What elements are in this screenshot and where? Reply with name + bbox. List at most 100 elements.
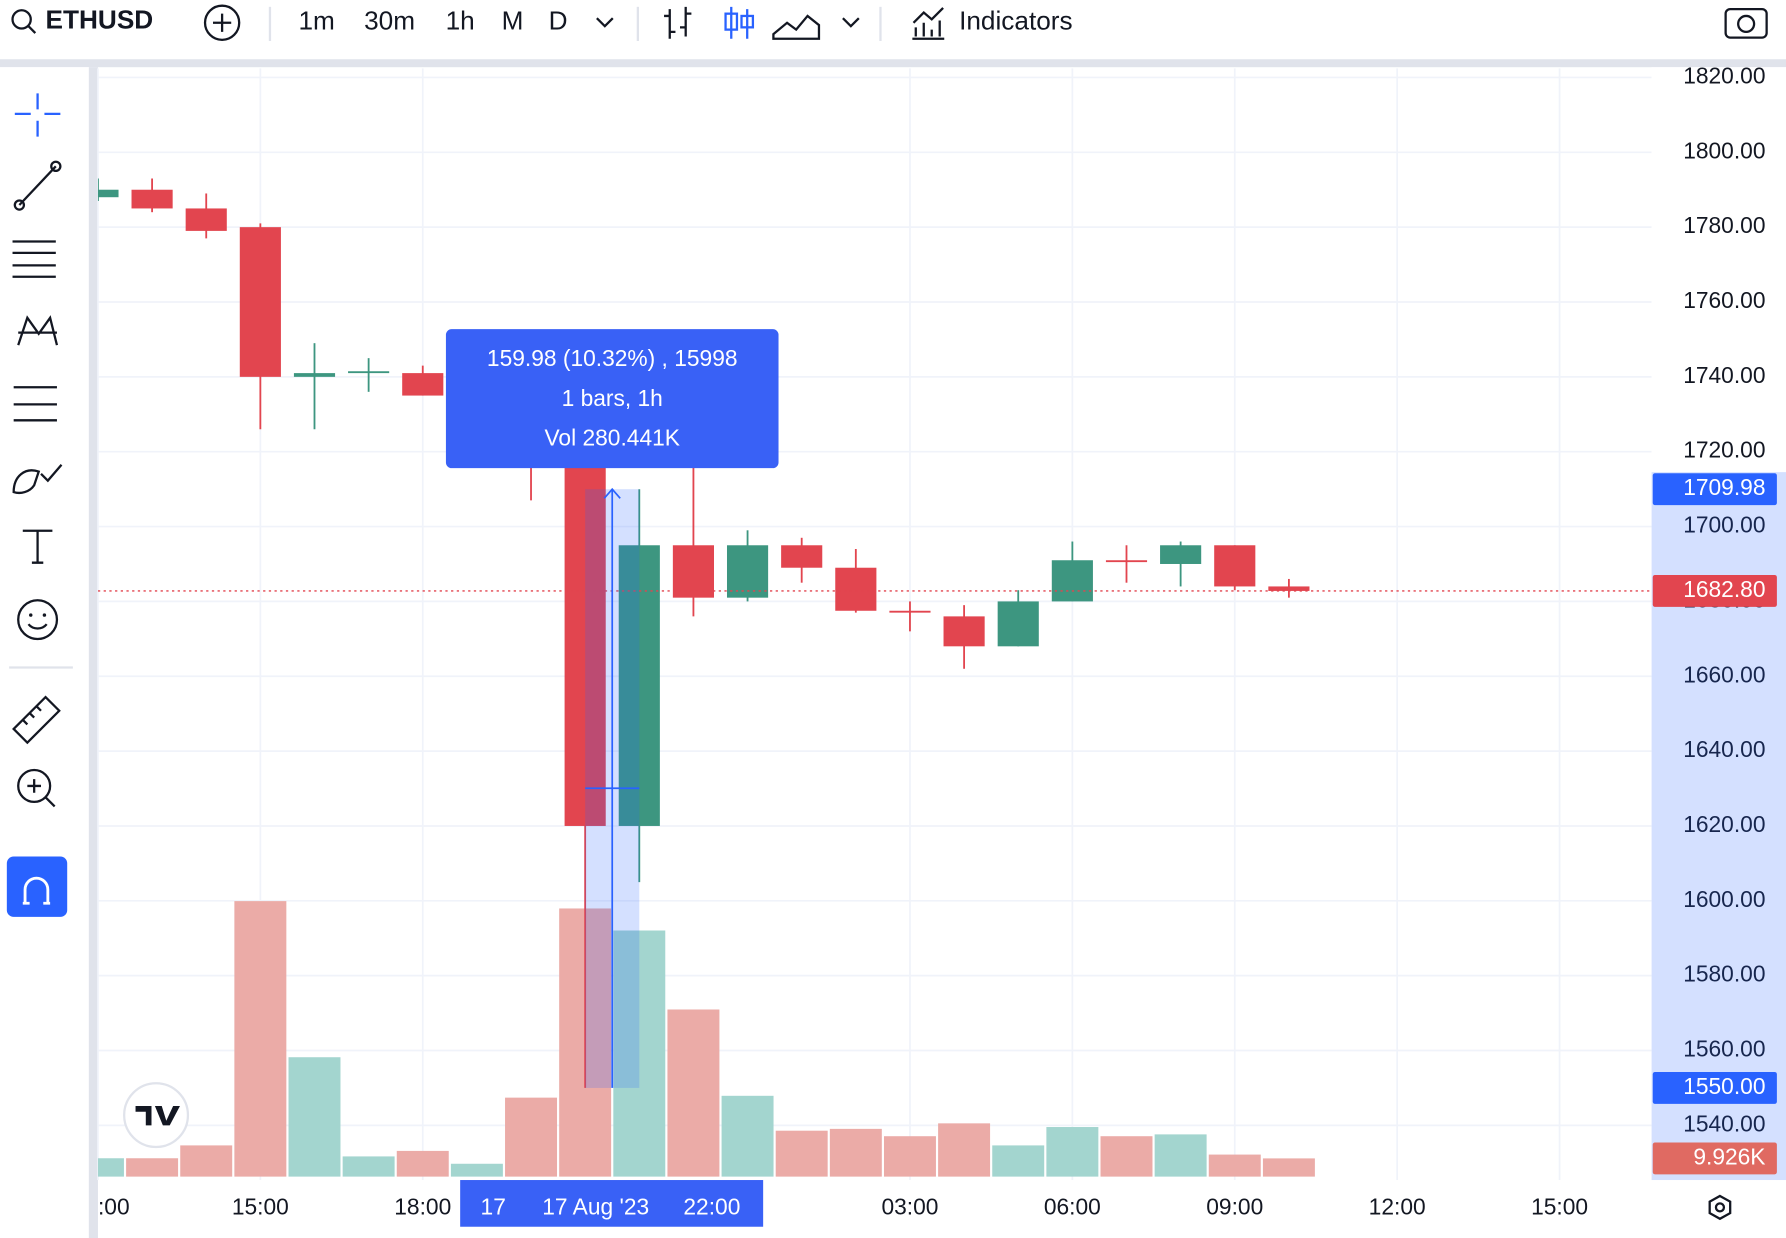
y-tick-label: 1620.00: [1683, 811, 1765, 837]
candle-body: [185, 208, 227, 231]
volume-bar: [938, 1123, 991, 1177]
y-tick-label: 1660.00: [1683, 661, 1765, 687]
x-tick-label: 06:00: [1044, 1194, 1101, 1220]
y-tick-label: 1560.00: [1683, 1036, 1765, 1062]
fib-tool[interactable]: [12, 240, 56, 278]
volume-bar: [97, 1158, 124, 1177]
candle-body: [1051, 560, 1093, 602]
measure-tooltip: [445, 329, 779, 469]
grid: [97, 68, 1652, 1181]
interval-button[interactable]: 1h: [446, 6, 475, 36]
y-tick-label: 1820.00: [1683, 62, 1765, 88]
text-tool[interactable]: [22, 529, 53, 564]
candle-body: [997, 601, 1039, 647]
ruler-tool[interactable]: [12, 695, 61, 745]
volume-bar: [505, 1097, 558, 1177]
price-tag: [1652, 1071, 1777, 1104]
trend-line-tool[interactable]: [18, 165, 57, 206]
volume-bar: [126, 1158, 179, 1177]
interval-button[interactable]: D: [549, 6, 568, 36]
x-tick-label: 12:00: [1369, 1194, 1426, 1220]
eye: [29, 613, 33, 617]
y-tick-label: 1780.00: [1683, 212, 1765, 238]
candle-body: [943, 616, 985, 647]
candle-body: [672, 545, 714, 598]
candles-style-button[interactable]: [730, 6, 749, 39]
toolbar-divider: [0, 59, 1786, 68]
volume-bar: [1262, 1158, 1315, 1177]
crosshair-cut-label: 17: [481, 1194, 506, 1220]
pattern-tool[interactable]: [17, 315, 59, 346]
candle-body: [1160, 545, 1202, 564]
top-toolbar: [0, 0, 1786, 60]
interval-button[interactable]: 30m: [364, 6, 415, 36]
candle-body: [1268, 586, 1310, 591]
price-tag-label: 1550.00: [1683, 1073, 1765, 1099]
crosshair-time-box: [460, 1180, 764, 1227]
candle-body: [726, 545, 769, 598]
volume-bar: [992, 1145, 1045, 1177]
brush-tool[interactable]: [12, 463, 63, 495]
area-style-button[interactable]: [772, 14, 821, 40]
candle-icon: [724, 12, 739, 31]
y-tick-label: 1760.00: [1683, 287, 1765, 313]
candle-icon: [740, 14, 755, 29]
bars-style-button[interactable]: [664, 6, 692, 39]
magnet-icon: [22, 876, 51, 905]
candle-body: [1105, 560, 1148, 563]
prediction-tool[interactable]: [13, 386, 57, 422]
chevron[interactable]: [842, 17, 860, 28]
volume-bar: [1046, 1127, 1099, 1177]
volume-bar: [1100, 1136, 1153, 1177]
smile: [27, 623, 48, 630]
crosshair-tool[interactable]: [14, 93, 61, 137]
chevron[interactable]: [596, 17, 614, 28]
interval-button[interactable]: M: [502, 6, 524, 36]
x-tick-label: 03:00: [881, 1194, 938, 1220]
tool-handle: [13, 199, 26, 211]
y-tick-label: 1540.00: [1683, 1110, 1765, 1136]
volume-bar: [829, 1128, 882, 1177]
y-tick-label: 1720.00: [1683, 437, 1765, 463]
logo-mark: [135, 1105, 180, 1126]
candle-body: [835, 567, 877, 611]
indicators-button[interactable]: Indicators: [959, 6, 1073, 36]
volume-bar: [180, 1145, 233, 1177]
volume-bar: [775, 1130, 828, 1177]
zoom-icon: [27, 779, 56, 808]
crosshair-date: 17 Aug '23: [542, 1194, 649, 1220]
candle-body: [131, 189, 173, 209]
y-tick-label: 1580.00: [1683, 961, 1765, 987]
crosshair-time: 22:00: [683, 1194, 740, 1220]
candle-body: [889, 610, 931, 613]
volume-bar: [396, 1150, 449, 1177]
candle-body: [1214, 545, 1256, 587]
search-icon[interactable]: [11, 9, 32, 30]
settings-button[interactable]: [1708, 1194, 1732, 1221]
icon-tool[interactable]: [17, 599, 59, 641]
interval-button[interactable]: 1m: [298, 6, 334, 36]
magnet-tool[interactable]: [6, 856, 68, 917]
logo: [123, 1082, 190, 1149]
price-tag: [1652, 574, 1777, 607]
camera-lens: [1737, 14, 1756, 34]
zoom-tool[interactable]: [17, 768, 52, 804]
candle-body: [618, 545, 660, 826]
y-tick-label: 1800.00: [1683, 137, 1765, 163]
screenshot-button[interactable]: [1724, 7, 1768, 39]
symbol[interactable]: ETHUSD: [46, 5, 154, 35]
candle-body: [564, 444, 606, 826]
x-tick-label: 15:00: [232, 1194, 289, 1220]
candle-body: [293, 373, 336, 377]
volume-bar: [234, 901, 287, 1177]
candle-body: [97, 189, 119, 198]
measure-text: 1 bars, 1h: [562, 385, 663, 411]
y-tick-label: 1640.00: [1683, 736, 1765, 762]
volume-bar: [450, 1163, 503, 1177]
price-tag-label: 9.926K: [1693, 1143, 1765, 1169]
x-tick-label: :00: [98, 1194, 130, 1220]
indicators-icon: [912, 7, 945, 40]
price-tag-label: 1709.98: [1683, 474, 1765, 500]
compare-button[interactable]: [203, 4, 241, 42]
